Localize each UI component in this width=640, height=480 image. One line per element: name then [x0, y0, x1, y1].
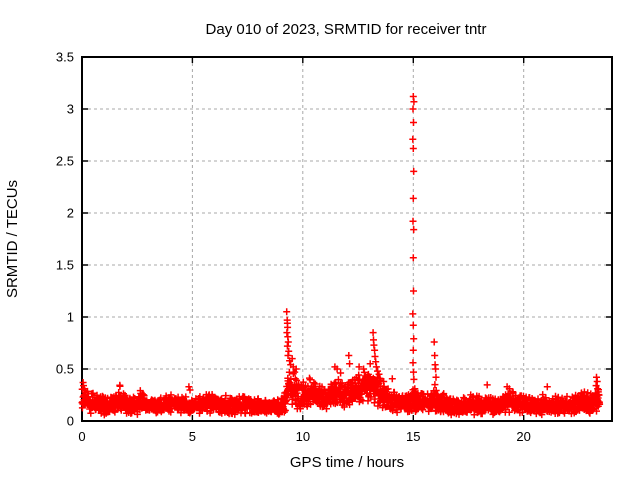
axis-ticks — [81, 56, 612, 422]
x-tick-label: 20 — [516, 429, 530, 444]
gridlines — [82, 57, 612, 421]
scatter-points — [78, 93, 604, 419]
y-tick-label: 1.5 — [56, 258, 74, 273]
y-tick-label: 3.5 — [56, 50, 74, 65]
plot-border — [81, 56, 613, 422]
x-axis-label: GPS time / hours — [290, 454, 404, 471]
x-tick-label: 5 — [189, 429, 196, 444]
plot-area: 0 5 10 15 20 0 0.5 1 1.5 2 2.5 3 3.5 — [56, 50, 613, 444]
y-axis-label: SRMTID / TECUs — [4, 180, 21, 298]
x-tick-label: 10 — [296, 429, 310, 444]
y-tick-label: 0 — [67, 414, 74, 429]
x-tick-label: 15 — [406, 429, 420, 444]
y-tick-label: 3 — [67, 102, 74, 117]
y-tick-label: 2 — [67, 206, 74, 221]
y-tick-label: 0.5 — [56, 362, 74, 377]
y-tick-label: 1 — [67, 310, 74, 325]
y-tick-label: 2.5 — [56, 154, 74, 169]
x-tick-label: 0 — [78, 429, 85, 444]
chart-title: Day 010 of 2023, SRMTID for receiver tnt… — [206, 21, 487, 38]
